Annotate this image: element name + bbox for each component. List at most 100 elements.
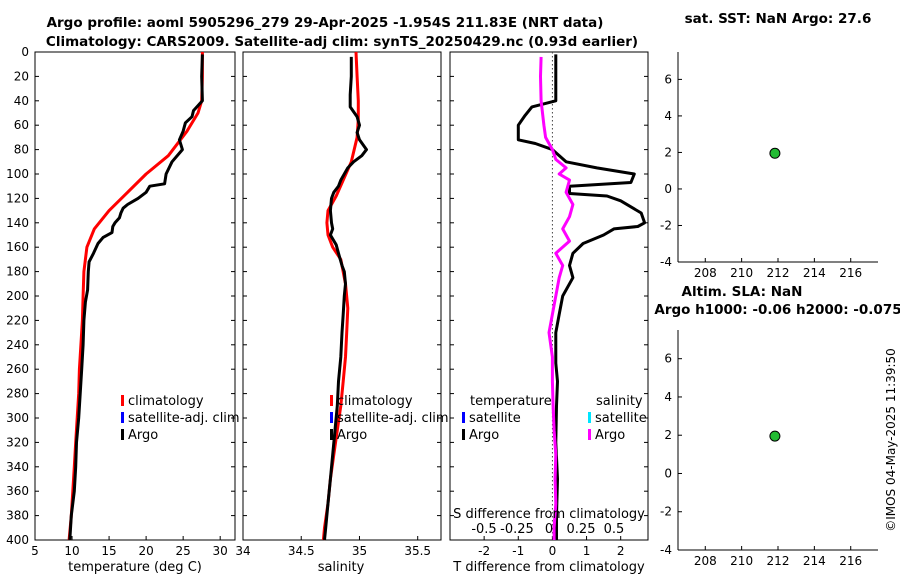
difference-xtick-label-1: -1 xyxy=(512,544,524,558)
sst-xtick-label-0: 208 xyxy=(694,266,717,280)
temperature-xtick-label-0: 5 xyxy=(31,544,39,558)
temperature-legend-marker-2 xyxy=(121,429,124,440)
sla-xtick-label-0: 208 xyxy=(694,554,717,568)
figure-title-line2: Climatology: CARS2009. Satellite-adj cli… xyxy=(46,34,638,50)
difference-s-tick-label-3: 0.25 xyxy=(567,522,596,537)
salinity-series-1 xyxy=(323,56,368,541)
temperature-axes-frame xyxy=(34,51,236,541)
difference-series-1 xyxy=(539,56,575,540)
pressure-tick-label-9: 180 xyxy=(6,265,29,279)
salinity-axes-frame xyxy=(242,51,442,541)
difference-sal-legend-marker-1 xyxy=(588,429,591,440)
temperature-legend-marker-1 xyxy=(121,412,124,423)
temperature-legend-label-0: climatology xyxy=(128,394,204,409)
salinity-xlabel: salinity xyxy=(318,560,365,575)
temperature-xtick-label-1: 10 xyxy=(64,544,79,558)
temperature-legend-marker-0 xyxy=(121,395,124,406)
difference-legend-temperature-heading: temperature xyxy=(470,394,552,409)
sst-xtick-label-2: 212 xyxy=(767,266,790,280)
sla-xtick-label-1: 210 xyxy=(730,554,753,568)
difference-temp-legend-label-1: Argo xyxy=(469,428,499,443)
salinity-legend-marker-0 xyxy=(330,395,333,406)
difference-temp-legend-marker-0 xyxy=(462,412,465,423)
salinity-xtick-label-3: 35.5 xyxy=(404,544,431,558)
temperature-xtick-label-5: 30 xyxy=(213,544,228,558)
sst-ytick-label-5: 6 xyxy=(664,72,672,86)
sst-ytick-label-4: 4 xyxy=(664,109,672,123)
salinity-xtick-label-0: 34 xyxy=(235,544,250,558)
salinity-legend-label-2: Argo xyxy=(337,428,367,443)
salinity-legend-marker-2 xyxy=(330,429,333,440)
difference-sal-legend-label-0: satellite xyxy=(595,411,647,426)
sla-xtick-label-2: 212 xyxy=(767,554,790,568)
salinity-xtick-label-1: 34.5 xyxy=(288,544,315,558)
sst-ytick-label-1: -2 xyxy=(660,218,672,232)
pressure-tick-label-10: 200 xyxy=(6,289,29,303)
difference-axes-frame xyxy=(449,51,649,541)
pressure-tick-label-17: 340 xyxy=(6,460,29,474)
difference-xtick-label-4: 2 xyxy=(617,544,625,558)
pressure-tick-label-7: 140 xyxy=(6,216,29,230)
watermark-timestamp: ©IMOS 04-May-2025 11:39:50 xyxy=(884,348,898,532)
pressure-tick-label-20: 400 xyxy=(6,533,29,547)
sla-subtitle: Argo h1000: -0.06 h2000: -0.075 xyxy=(654,302,900,318)
pressure-tick-label-18: 360 xyxy=(6,484,29,498)
pressure-tick-label-14: 280 xyxy=(6,387,29,401)
pressure-tick-label-0: 0 xyxy=(21,45,29,59)
difference-temp-legend-label-0: satellite xyxy=(469,411,521,426)
sst-ytick-label-2: 0 xyxy=(664,182,672,196)
sla-point-0 xyxy=(769,430,781,442)
salinity-series-0 xyxy=(321,51,360,541)
pressure-tick-label-3: 60 xyxy=(14,118,29,132)
sst-xtick-label-4: 216 xyxy=(839,266,862,280)
sla-ytick-label-3: 2 xyxy=(664,428,672,442)
sla-xtick-label-3: 214 xyxy=(803,554,826,568)
temperature-legend-label-2: Argo xyxy=(128,428,158,443)
pressure-tick-label-15: 300 xyxy=(6,411,29,425)
difference-xtick-label-0: -2 xyxy=(478,544,490,558)
difference-s-tick-label-4: 0.5 xyxy=(604,522,625,537)
sla-title: Altim. SLA: NaN xyxy=(682,284,803,300)
sla-ytick-label-4: 4 xyxy=(664,390,672,404)
temperature-xtick-label-2: 15 xyxy=(101,544,116,558)
pressure-tick-label-11: 220 xyxy=(6,313,29,327)
sla-ytick-label-0: -4 xyxy=(660,543,672,557)
difference-xtick-label-3: 1 xyxy=(583,544,591,558)
temperature-xtick-label-3: 20 xyxy=(138,544,153,558)
sla-ytick-label-2: 0 xyxy=(664,466,672,480)
difference-sal-legend-label-1: Argo xyxy=(595,428,625,443)
salinity-legend-label-1: satellite-adj. clim xyxy=(337,411,449,426)
salinity-xtick-label-2: 35 xyxy=(352,544,367,558)
difference-series-0 xyxy=(516,54,647,540)
temperature-series-0 xyxy=(67,52,204,541)
difference-xlabel-top: S difference from climatology xyxy=(453,507,645,522)
pressure-tick-label-19: 380 xyxy=(6,509,29,523)
temperature-xlabel: temperature (deg C) xyxy=(68,560,202,575)
temperature-series-1 xyxy=(68,54,204,541)
difference-legend-salinity-heading: salinity xyxy=(596,394,643,409)
salinity-legend-marker-1 xyxy=(330,412,333,423)
difference-xtick-label-2: 0 xyxy=(549,544,557,558)
temperature-xtick-label-4: 25 xyxy=(176,544,191,558)
sst-xtick-label-3: 214 xyxy=(803,266,826,280)
difference-sal-legend-marker-0 xyxy=(588,412,591,423)
difference-xlabel: T difference from climatology xyxy=(452,560,645,575)
pressure-tick-label-13: 260 xyxy=(6,362,29,376)
sst-ytick-label-3: 2 xyxy=(664,145,672,159)
difference-temp-legend-marker-1 xyxy=(462,429,465,440)
pressure-tick-label-6: 120 xyxy=(6,191,29,205)
sst-ytick-label-0: -4 xyxy=(660,255,672,269)
pressure-tick-label-8: 160 xyxy=(6,240,29,254)
pressure-tick-label-16: 320 xyxy=(6,435,29,449)
sst-xtick-label-1: 210 xyxy=(730,266,753,280)
sla-xtick-label-4: 216 xyxy=(839,554,862,568)
sst-title: sat. SST: NaN Argo: 27.6 xyxy=(685,11,872,27)
sla-ytick-label-5: 6 xyxy=(664,352,672,366)
figure-title-line1: Argo profile: aoml 5905296_279 29-Apr-20… xyxy=(47,15,604,31)
pressure-tick-label-2: 40 xyxy=(14,94,29,108)
difference-s-tick-label-1: -0.25 xyxy=(500,522,534,537)
pressure-tick-label-4: 80 xyxy=(14,143,29,157)
sla-ytick-label-1: -2 xyxy=(660,505,672,519)
pressure-tick-label-12: 240 xyxy=(6,338,29,352)
